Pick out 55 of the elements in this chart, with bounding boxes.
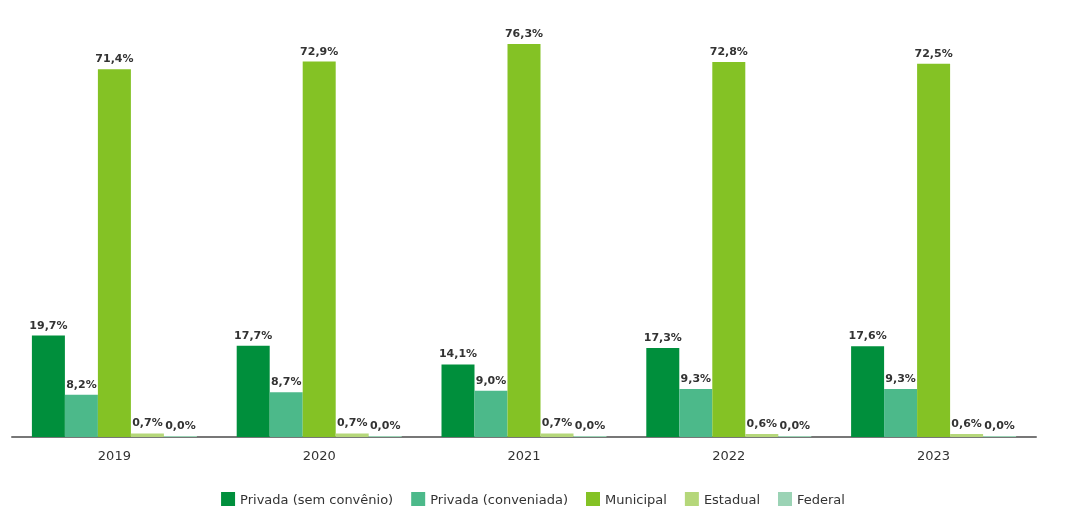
bar (712, 62, 746, 437)
x-tick-label: 2022 (712, 448, 746, 463)
data-label: 0,6% (951, 416, 982, 430)
bar (64, 394, 98, 437)
legend-label: Privada (sem convênio) (240, 491, 394, 507)
bar (97, 69, 131, 437)
bar (851, 346, 885, 437)
data-label: 0,0% (984, 419, 1015, 432)
data-label: 9,0% (475, 373, 507, 387)
data-label: 72,9% (300, 44, 339, 58)
bar (679, 389, 713, 437)
legend-label: Federal (797, 491, 845, 507)
bar (917, 63, 951, 437)
data-label: 0,0% (369, 419, 401, 432)
x-tick-label: 2023 (917, 448, 951, 463)
legend-label: Municipal (604, 491, 667, 507)
bar (269, 392, 303, 437)
bar (474, 390, 508, 437)
data-label: 9,3% (680, 372, 712, 386)
data-label: 71,4% (95, 52, 134, 66)
data-label: 14,1% (438, 347, 478, 361)
bar (507, 44, 541, 437)
x-tick-label: 2019 (97, 448, 131, 463)
bar (31, 335, 65, 437)
data-label: 72,5% (914, 46, 953, 60)
x-tick-label: 2020 (302, 448, 336, 463)
bar (441, 364, 475, 437)
data-label: 76,3% (504, 27, 544, 41)
data-label: 8,7% (270, 375, 302, 389)
data-label: 17,6% (848, 329, 887, 343)
bar (236, 345, 270, 437)
data-label: 0,0% (165, 419, 196, 432)
data-label: 0,6% (746, 416, 778, 430)
data-label: 0,7% (336, 416, 368, 430)
bar (950, 433, 984, 437)
legend-label: Estadual (703, 491, 760, 507)
data-label: 17,7% (234, 328, 273, 342)
data-label: 0,7% (541, 416, 573, 430)
data-label: 0,0% (779, 419, 811, 432)
x-tick-label: 2021 (507, 448, 541, 463)
bar (646, 347, 680, 437)
bar (130, 433, 164, 437)
data-label: 8,2% (66, 377, 97, 391)
bar (540, 433, 574, 437)
data-label: 17,3% (643, 330, 682, 344)
data-label: 72,8% (709, 45, 748, 59)
data-label: 0,0% (574, 419, 606, 432)
data-label: 0,7% (132, 416, 163, 430)
bar (302, 61, 336, 437)
data-label: 19,7% (29, 318, 68, 332)
bar (745, 433, 779, 437)
bar (884, 389, 918, 437)
legend-label: Privada (conveniada) (430, 491, 568, 507)
data-label: 9,3% (885, 372, 916, 386)
bar (335, 433, 369, 437)
